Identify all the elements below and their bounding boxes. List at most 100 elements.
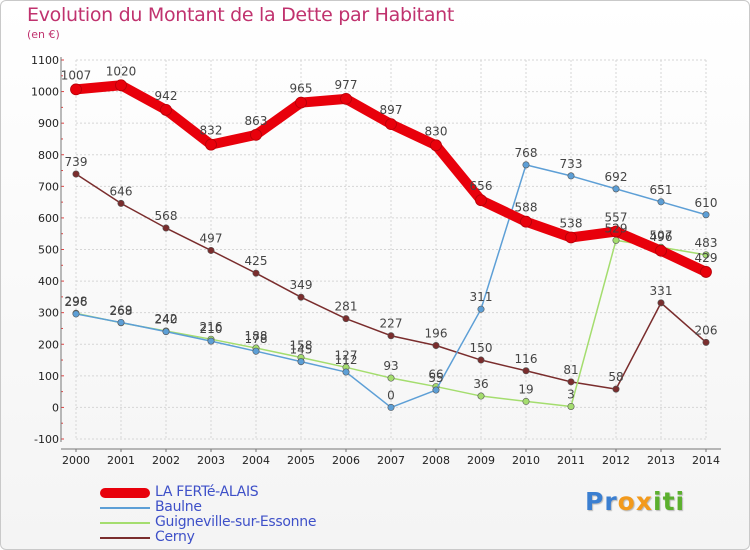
data-label: 93 <box>383 359 398 373</box>
data-label: 733 <box>560 157 583 171</box>
data-point <box>70 83 82 96</box>
x-tick-label: 2011 <box>557 454 585 467</box>
data-label: 497 <box>200 231 223 245</box>
data-point <box>477 356 485 364</box>
proxiti-logo: Proxiti <box>585 487 686 516</box>
data-point <box>342 368 350 376</box>
y-tick-label: 300 <box>38 307 59 320</box>
data-label: 188 <box>245 329 268 343</box>
data-label: 116 <box>515 352 538 366</box>
x-tick-label: 2009 <box>467 454 495 467</box>
data-point <box>252 347 260 355</box>
data-label: 3 <box>567 387 575 401</box>
data-point <box>387 403 395 411</box>
data-point <box>612 385 620 393</box>
data-point <box>207 246 215 254</box>
data-label: 349 <box>290 278 313 292</box>
x-tick-label: 2004 <box>242 454 270 467</box>
data-label: 216 <box>200 320 223 334</box>
legend-label: Cerny <box>155 529 195 545</box>
legend-swatch <box>100 522 150 524</box>
data-point <box>612 185 620 193</box>
data-label: 832 <box>200 124 223 138</box>
data-label: 268 <box>110 304 133 318</box>
data-label: 145 <box>290 343 313 357</box>
data-label: 965 <box>290 82 313 96</box>
data-point <box>567 172 575 180</box>
x-tick-label: 2014 <box>692 454 720 467</box>
data-label: 610 <box>695 196 718 210</box>
data-label: 127 <box>335 348 358 362</box>
data-point <box>205 138 217 151</box>
y-tick-label: 200 <box>38 338 59 351</box>
data-point <box>387 374 395 382</box>
data-point <box>297 358 305 366</box>
data-point <box>475 194 487 207</box>
data-label: 897 <box>380 103 403 117</box>
data-label: 206 <box>695 323 718 337</box>
data-point <box>657 299 665 307</box>
legend-label: LA FERTé-ALAIS <box>155 484 259 500</box>
data-point <box>115 79 127 92</box>
data-label: 863 <box>245 114 268 128</box>
x-tick-label: 2006 <box>332 454 360 467</box>
data-label: 196 <box>425 327 448 341</box>
x-tick-label: 2002 <box>152 454 180 467</box>
y-tick-label: 400 <box>38 275 59 288</box>
y-tick-label: 100 <box>38 370 59 383</box>
data-point <box>522 367 530 375</box>
data-point <box>340 92 352 105</box>
series-la-fert-alais <box>70 79 712 278</box>
data-label: 311 <box>470 290 493 304</box>
data-label: 58 <box>608 370 623 384</box>
x-tick-label: 2010 <box>512 454 540 467</box>
data-label: 646 <box>110 184 133 198</box>
legend-swatch <box>100 488 150 498</box>
data-point <box>700 266 712 278</box>
y-tick-label: 1100 <box>31 54 59 67</box>
data-label: 240 <box>155 313 178 327</box>
data-point <box>612 236 620 244</box>
legend-swatch <box>100 507 150 509</box>
data-point <box>657 198 665 206</box>
x-tick-label: 2003 <box>197 454 225 467</box>
data-label: 538 <box>560 216 583 230</box>
y-tick-label: 600 <box>38 212 59 225</box>
legend-item: Guigneville-sur-Essonne <box>100 514 400 530</box>
data-label: 651 <box>650 183 673 197</box>
data-point <box>162 328 170 336</box>
data-point <box>655 244 667 257</box>
data-point <box>72 170 80 178</box>
data-label: 178 <box>245 332 268 346</box>
x-tick-label: 2005 <box>287 454 315 467</box>
legend: LA FERTé-ALAIS Baulne Guigneville-sur-Esso… <box>100 484 400 545</box>
data-point <box>520 215 532 228</box>
data-label: 81 <box>563 363 578 377</box>
chart-subtitle: (en €) <box>27 28 60 41</box>
data-point <box>522 161 530 169</box>
data-point <box>295 96 307 109</box>
x-tick-label: 2007 <box>377 454 405 467</box>
data-label: 425 <box>245 254 268 268</box>
data-point <box>250 128 262 141</box>
data-label: 150 <box>470 341 493 355</box>
data-point <box>72 310 80 318</box>
legend-item: LA FERTé-ALAIS <box>100 484 400 500</box>
data-label: 529 <box>605 221 628 235</box>
y-tick-label: 900 <box>38 117 59 130</box>
x-tick-label: 2012 <box>602 454 630 467</box>
data-point <box>477 305 485 313</box>
y-tick-label: 1000 <box>31 86 59 99</box>
data-point <box>342 315 350 323</box>
data-label: 0 <box>387 388 395 402</box>
series-baulne <box>72 161 710 411</box>
data-label: 977 <box>335 78 358 92</box>
data-point <box>702 251 710 259</box>
x-tick-label: 2008 <box>422 454 450 467</box>
series-lines <box>70 79 712 411</box>
data-point <box>477 392 485 400</box>
data-point <box>610 225 622 238</box>
x-tick-label: 2000 <box>62 454 90 467</box>
data-label: 281 <box>335 300 358 314</box>
y-tick-label: 500 <box>38 244 59 257</box>
